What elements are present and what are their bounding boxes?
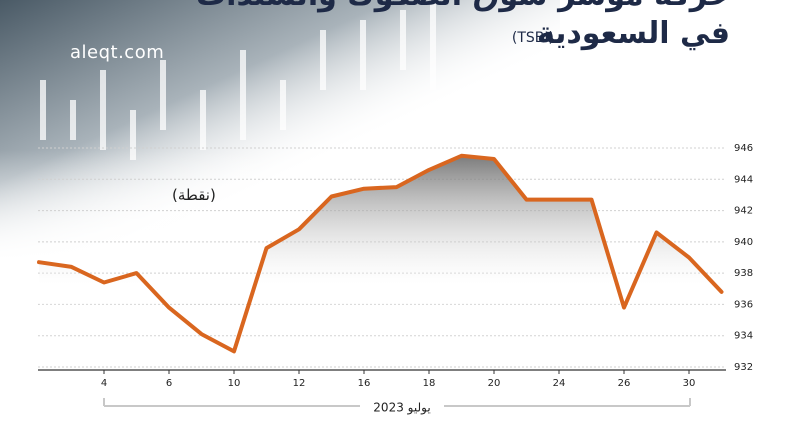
chart-title: حركة مؤشر سوق الصكوك والسندات [196, 0, 730, 13]
chart-subtitle: في السعودية [536, 16, 730, 51]
candles-decoration [40, 0, 436, 160]
x-tick-label: 12 [293, 378, 306, 389]
y-tick-label: 934 [734, 331, 753, 342]
x-tick-label: 26 [618, 378, 631, 389]
source: aleqt.com [70, 42, 165, 63]
y-tick-label: 942 [734, 206, 753, 217]
x-axis-label: يوليو 2023 [373, 401, 430, 416]
x-tick-label: 16 [358, 378, 371, 389]
area-fill [39, 155, 722, 370]
y-axis-label: (نقطة) [172, 186, 216, 204]
y-tick-label: 946 [734, 143, 753, 154]
y-tick-label: 932 [734, 362, 753, 373]
x-tick-label: 24 [553, 378, 566, 389]
y-tick-label: 936 [734, 299, 753, 310]
y-tick-label: 944 [734, 174, 753, 185]
x-tick-label: 10 [228, 378, 241, 389]
line [37, 153, 724, 354]
bracket-label-bg [360, 398, 444, 416]
x-tick-label: 30 [683, 378, 696, 389]
x-tick-label: 20 [488, 378, 501, 389]
x-tick-label: 4 [101, 378, 107, 389]
subtitle-note: (TSBI) [511, 30, 554, 46]
y-tick-label: 938 [734, 268, 753, 279]
x-tick-label: 6 [166, 378, 172, 389]
y-tick-label: 940 [734, 237, 753, 248]
x-tick-label: 18 [423, 378, 436, 389]
